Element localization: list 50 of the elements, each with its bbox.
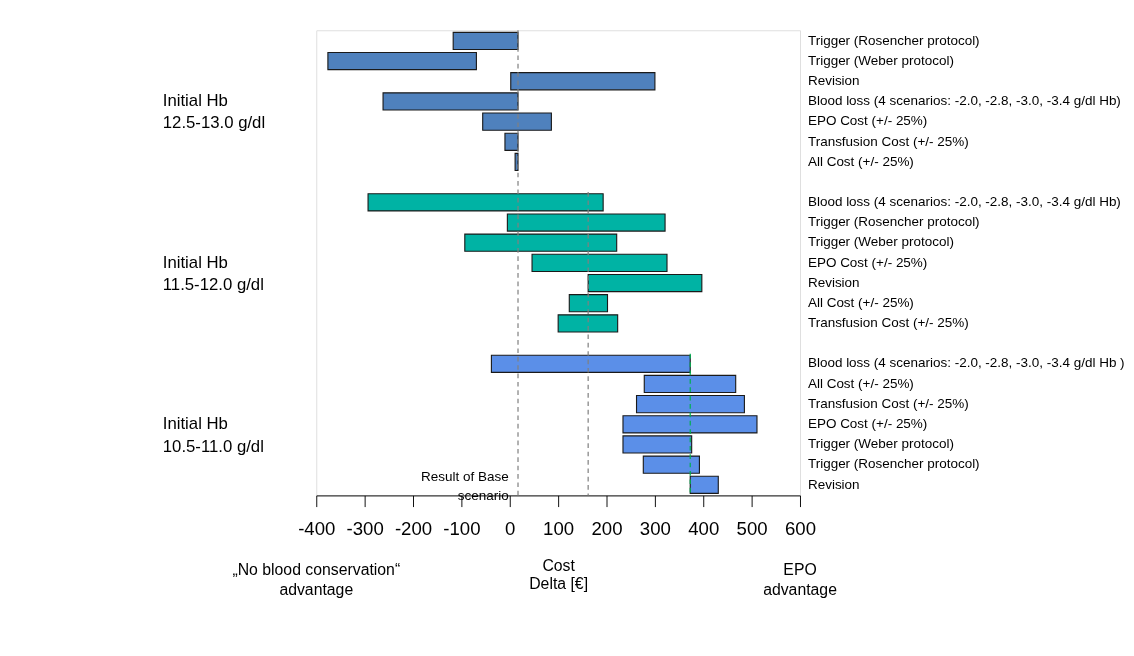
y-tick-label: Blood loss (4 scenarios: -2.0, -2.8, -3.0, -3.4 g/dl Hb) <box>807 93 1121 109</box>
y-tick-label: All Cost (+/- 25%) <box>807 294 914 310</box>
bar <box>327 51 477 71</box>
bar <box>490 354 691 373</box>
bar <box>568 294 609 313</box>
bar <box>587 273 703 293</box>
x-tick-label: 500 <box>736 517 768 539</box>
y-tick-label: Transfusion Cost (+/- 25%) <box>807 133 969 149</box>
x-tick-label: 400 <box>688 517 720 539</box>
y-tick-label: Trigger (Weber protocol) <box>807 436 954 452</box>
y-tick-label: Revision <box>807 72 860 88</box>
y-tick-label: Trigger (Weber protocol) <box>807 52 954 68</box>
x-axis-title: Cost Delta [€] <box>529 557 589 592</box>
y-tick-label: Trigger (Rosencher protocol) <box>807 32 980 48</box>
bar <box>557 314 619 333</box>
y-tick-label: Blood loss (4 scenarios: -2.0, -2.8, -3.0, -3.4 g/dl Hb ) <box>807 355 1125 371</box>
y-tick-label: Trigger (Rosencher protocol) <box>807 456 980 472</box>
text: Initial Hb 11.5-12.0 g/dl <box>162 252 264 294</box>
text: „No blood conservation“ advantage <box>232 560 401 598</box>
text: Initial Hb 12.5-13.0 g/dl <box>162 90 266 133</box>
y-tick-label: Trigger (Rosencher protocol) <box>807 214 980 230</box>
y-tick-label: EPO Cost (+/- 25%) <box>807 254 928 270</box>
bar <box>689 475 719 494</box>
y-tick-label: EPO Cost (+/- 25%) <box>807 113 928 129</box>
y-tick-label: Blood loss (4 scenarios: -2.0, -2.8, -3.0, -3.4 g/dl Hb) <box>807 194 1121 210</box>
y-tick-label: EPO Cost (+/- 25%) <box>807 416 928 432</box>
x-tick-label: -200 <box>394 517 433 539</box>
bar <box>531 253 668 273</box>
bar <box>510 72 656 91</box>
x-tick-label: -100 <box>443 517 481 539</box>
x-tick-label: 300 <box>639 517 671 539</box>
y-tick-label: Transfusion Cost (+/- 25%) <box>807 315 969 331</box>
x-tick-label: -400 <box>298 517 336 539</box>
bar <box>643 374 737 394</box>
bar <box>452 31 519 51</box>
x-tick-label: 100 <box>543 517 575 539</box>
bar <box>635 394 745 414</box>
text: Initial Hb 10.5-11.0 g/dl <box>162 414 264 456</box>
x-tick-label: 0 <box>505 517 516 539</box>
x-tick-label: 200 <box>591 517 623 539</box>
y-tick-label: All Cost (+/- 25%) <box>807 153 914 169</box>
y-tick-label: Trigger (Weber protocol) <box>807 234 954 250</box>
y-tick-label: Revision <box>807 476 860 492</box>
y-tick-label: All Cost (+/- 25%) <box>807 375 914 391</box>
y-tick-label: Transfusion Cost (+/- 25%) <box>807 395 969 411</box>
y-tick-label: Revision <box>807 274 860 290</box>
x-tick-label: -300 <box>346 517 384 539</box>
text: EPO advantage <box>763 560 838 598</box>
x-tick-label: 600 <box>784 517 817 539</box>
bar <box>504 132 519 151</box>
